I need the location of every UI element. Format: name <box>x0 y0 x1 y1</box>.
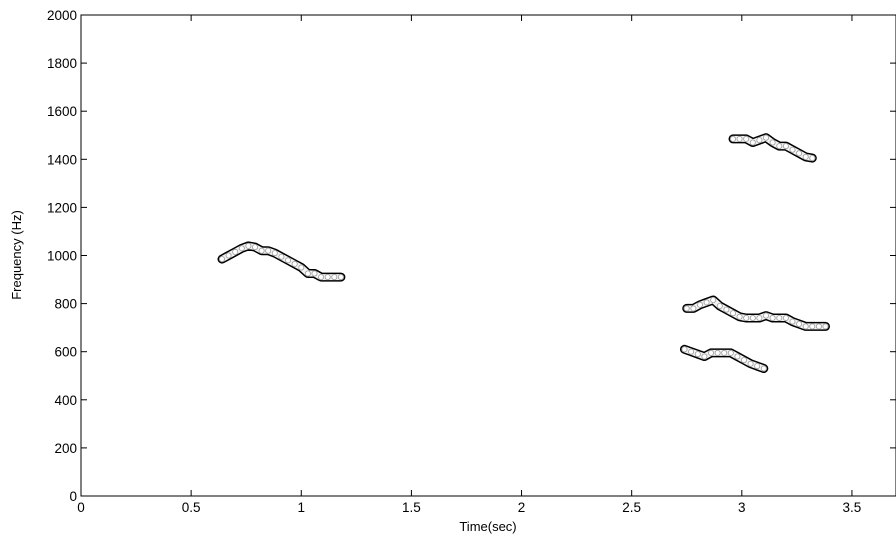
data-point <box>337 274 344 281</box>
data-point <box>318 274 325 281</box>
data-point <box>743 314 750 321</box>
data-point <box>694 351 701 358</box>
x-tick-label: 3.5 <box>843 500 862 515</box>
data-point <box>749 314 756 321</box>
data-point <box>285 257 292 264</box>
data-point <box>238 245 245 252</box>
data-point <box>796 150 803 157</box>
y-tick-label: 800 <box>54 297 77 312</box>
plot-frame <box>80 14 896 497</box>
series-track <box>680 344 769 373</box>
data-point <box>278 253 285 260</box>
x-tick-label: 0 <box>77 500 85 515</box>
y-axis: 0 200 400 600 800 1000 1200 1400 1600 1800 2000 <box>47 8 896 504</box>
data-point <box>763 134 770 141</box>
data-point <box>760 365 767 372</box>
data-point <box>734 353 741 360</box>
data-point <box>710 296 717 303</box>
data-point <box>776 143 783 150</box>
data-point <box>736 135 743 142</box>
series-line <box>683 297 829 330</box>
data-point <box>769 314 776 321</box>
data-point <box>716 302 723 309</box>
y-axis-label: Frequency (Hz) <box>9 210 24 300</box>
series-track <box>682 295 830 331</box>
series-track <box>217 241 346 282</box>
x-axis: 0 0.5 1 1.5 2 2.5 3 3.5 <box>77 15 861 515</box>
data-point <box>802 323 809 330</box>
y-tick-label: 0 <box>69 489 77 504</box>
data-point <box>697 301 704 308</box>
y-tick-label: 1400 <box>47 152 77 167</box>
x-tick-label: 1 <box>298 500 306 515</box>
data-point <box>822 323 829 330</box>
data-point <box>291 260 298 267</box>
data-point <box>331 274 338 281</box>
data-point <box>756 314 763 321</box>
data-point <box>683 305 690 312</box>
data-point <box>265 247 272 254</box>
data-point <box>690 305 697 312</box>
data-point <box>703 299 710 306</box>
x-tick-label: 0.5 <box>182 500 201 515</box>
data-point <box>815 323 822 330</box>
data-point <box>749 139 756 146</box>
data-point <box>721 349 728 356</box>
data-point <box>311 270 318 277</box>
y-tick-label: 400 <box>54 393 77 408</box>
data-point <box>743 135 750 142</box>
data-point <box>756 137 763 144</box>
y-tick-label: 1000 <box>47 249 77 264</box>
data-point <box>225 252 232 259</box>
data-point <box>271 250 278 257</box>
data-point <box>714 349 721 356</box>
data-point <box>809 323 816 330</box>
data-point <box>782 314 789 321</box>
x-tick-label: 2 <box>518 500 526 515</box>
data-point <box>769 139 776 146</box>
x-axis-label: Time(sec) <box>459 519 516 534</box>
data-point <box>218 256 225 263</box>
data-point <box>727 349 734 356</box>
data-point <box>741 357 748 364</box>
x-tick-label: 2.5 <box>622 500 641 515</box>
data-point <box>730 310 737 317</box>
series-track <box>728 133 817 163</box>
data-point <box>796 320 803 327</box>
tracks-layer <box>217 133 830 373</box>
data-point <box>304 270 311 277</box>
x-tick-label: 3 <box>738 500 746 515</box>
y-tick-label: 600 <box>54 345 77 360</box>
data-point <box>763 312 770 319</box>
data-point <box>730 135 737 142</box>
data-point <box>708 349 715 356</box>
data-point <box>251 244 258 251</box>
data-point <box>809 155 816 162</box>
data-point <box>245 242 252 249</box>
data-point <box>789 146 796 153</box>
y-tick-label: 1800 <box>47 56 77 71</box>
data-point <box>723 306 730 313</box>
data-point <box>782 143 789 150</box>
data-point <box>802 153 809 160</box>
data-point <box>701 353 708 360</box>
data-point <box>688 348 695 355</box>
y-tick-label: 1200 <box>47 200 77 215</box>
data-point <box>789 318 796 325</box>
data-point <box>747 360 754 367</box>
y-tick-label: 200 <box>54 441 77 456</box>
data-point <box>232 248 239 255</box>
y-tick-label: 2000 <box>47 8 77 23</box>
y-tick-label: 1600 <box>47 104 77 119</box>
data-point <box>736 313 743 320</box>
data-point <box>324 274 331 281</box>
x-tick-label: 1.5 <box>402 500 421 515</box>
data-point <box>776 314 783 321</box>
data-point <box>754 363 761 370</box>
data-point <box>298 264 305 271</box>
data-point <box>681 346 688 353</box>
data-point <box>258 247 265 254</box>
